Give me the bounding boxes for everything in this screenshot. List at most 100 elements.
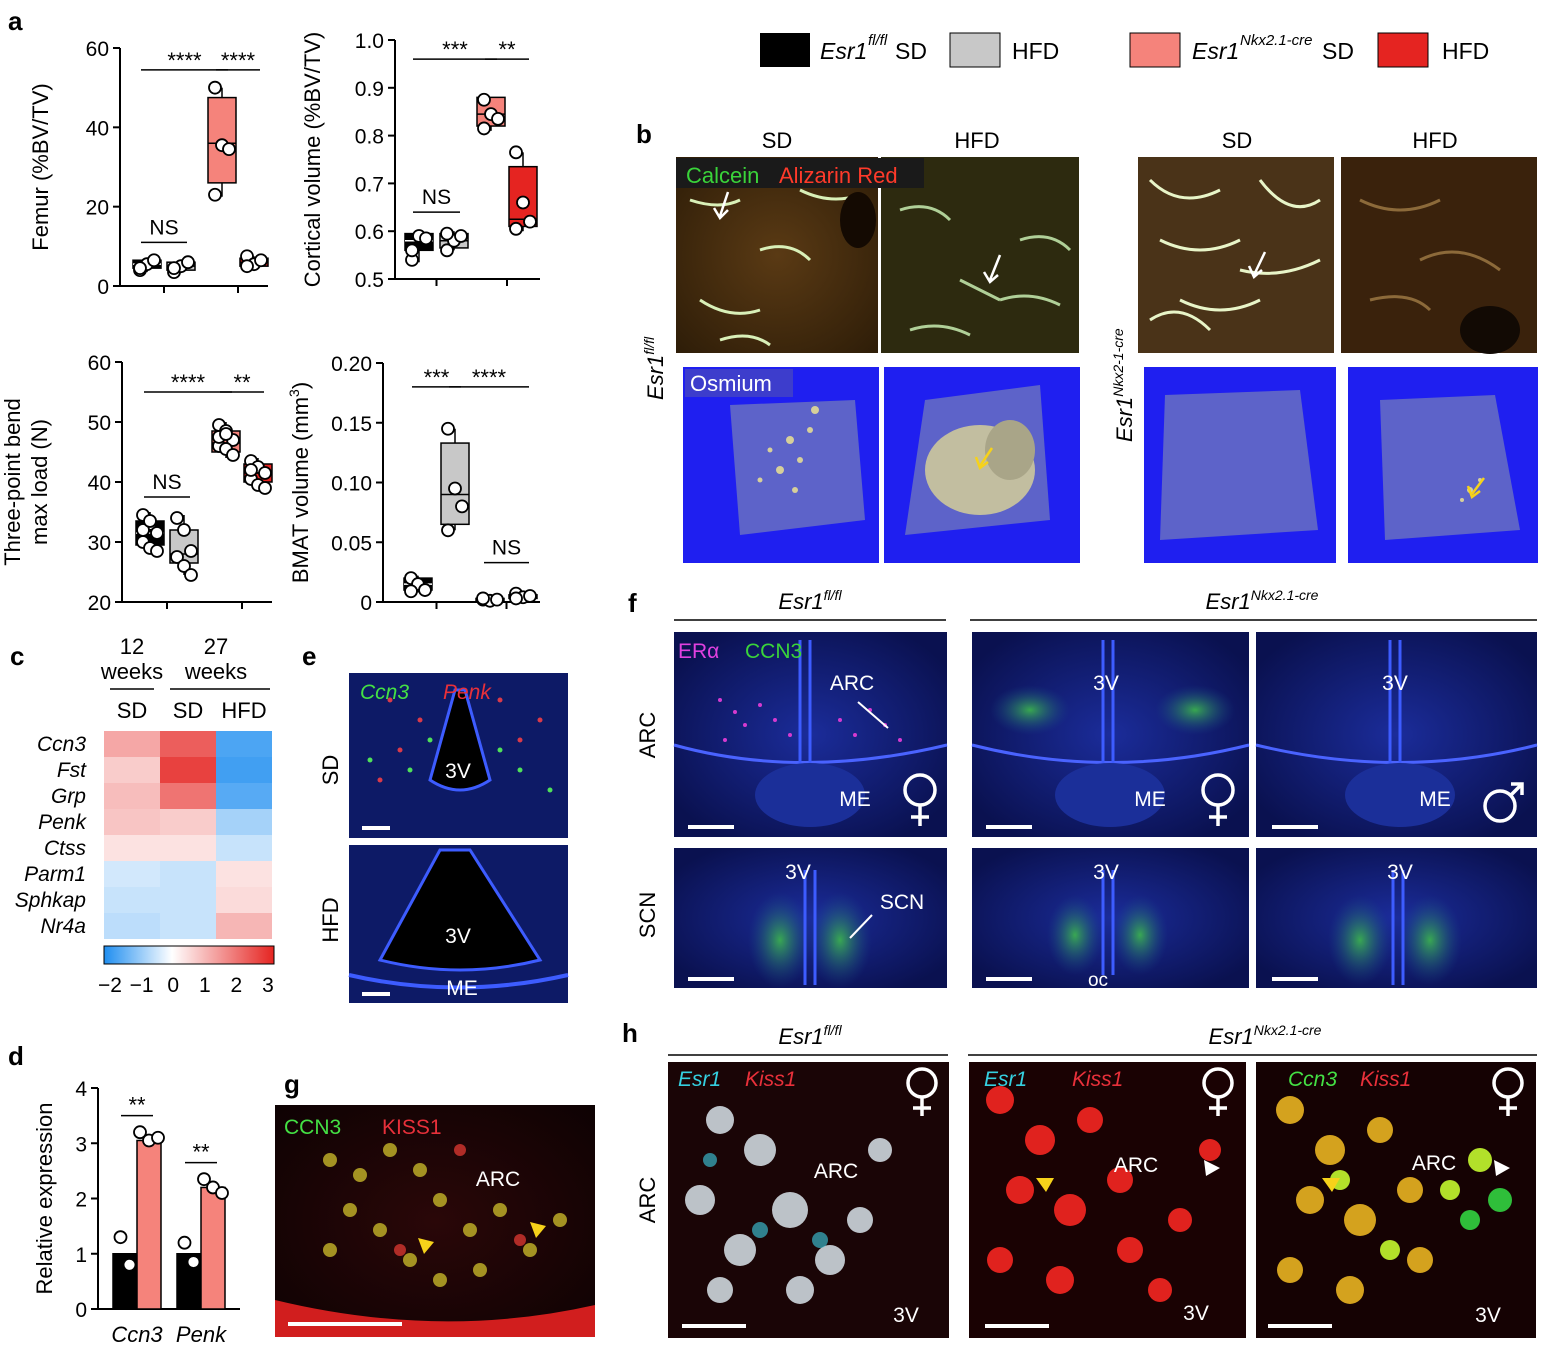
f-region-3v-1: 3V [1093,672,1119,695]
threepoint-data-point [177,523,191,537]
relexpr-data-point [151,1130,165,1145]
e-row-hfd: HFD [318,897,343,942]
e-label-3v-sd: 3V [445,760,471,783]
legend-label-fl-sd: SD [895,38,927,64]
h-region-3v-3: 3V [1475,1304,1501,1327]
b-calcein-fl-hfd [881,157,1079,353]
f-scalebar-4 [688,977,734,981]
female-icon-4 [1202,1067,1234,1116]
f-scalebar-5 [986,977,1032,981]
heatmap-cell [104,731,160,757]
heatmap-cell [160,731,216,757]
heatmap-cell [104,809,160,835]
heatmap-cell [216,731,272,757]
f-group-fl: Esr1fl/fl [778,587,842,614]
b-stain-alizarin: Alizarin Red [779,163,898,188]
g-arrowhead-icon-2 [530,1222,546,1238]
femur-data-point [133,261,147,276]
b-calcein-cre-hfd [1341,157,1537,354]
cortical-y-tick-label: 0.6 [355,221,384,244]
threepoint-y-tick-label: 30 [88,532,111,555]
threepoint-y-label-line: max load (N) [27,419,52,545]
cortical-data-point [440,243,454,258]
h-group-cre: Esr1Nkx2.1-cre [1209,1022,1322,1049]
f-scn-fl [674,848,947,988]
relexpr-y-label: Relative expression [32,1103,57,1295]
f-region-3v-5: 3V [1387,861,1413,884]
heatmap-colorbar-tick: 2 [231,974,243,997]
relexpr-sig-label: ** [192,1140,210,1165]
heatmap-cell [160,835,216,861]
heatmap-row-label: Penk [38,811,87,834]
heatmap-cell [104,861,160,887]
heatmap-cell [160,887,216,913]
femur-data-point [254,253,268,268]
panel-f: Esr1fl/fl Esr1Nkx2.1-cre ARC SCN ERα CCN… [635,587,1538,991]
f-scalebar-3 [1272,825,1318,829]
femur-data-point [181,255,195,270]
f-arc-fl [673,632,948,837]
f-arc-cre-female [971,632,1250,837]
heatmap-colorbar-tick: 1 [199,974,211,997]
threepoint-y-tick-label: 60 [88,352,111,375]
cortical-sig-label: ** [498,37,516,62]
g-region-arc: ARC [476,1168,520,1191]
b-calcein-fl-sd [676,157,878,353]
female-icon-5 [1492,1067,1524,1116]
f-region-me-3: ME [1419,788,1451,811]
e-label-penk: Penk [443,681,492,704]
h-region-arc-2: ARC [1114,1154,1158,1177]
relexpr-bar [136,1139,162,1310]
b-arrow-icon-3 [1247,251,1267,280]
b-col-header-3: SD [1222,128,1253,153]
chart-relexpr: 0 1 2 3 4 Relative expression Ccn3 Penk ** ** [32,1078,240,1347]
g-scalebar [288,1322,402,1326]
femur-y-label: Femur (%BV/TV) [28,83,53,250]
relexpr-y-tick-label: 3 [75,1133,87,1156]
legend-swatch-fl-hfd [949,32,1001,68]
femur-sig-label: **** [221,48,256,73]
f-scn-pointer [849,914,873,939]
h-label-kiss1-3: Kiss1 [1360,1068,1411,1091]
h-arrowhead-icon-4 [1494,1160,1510,1176]
femur-y-tick-label: 20 [86,197,109,220]
cortical-data-point [491,111,505,126]
threepoint-data-point [177,559,191,573]
b-osmium-label-bg [685,369,793,397]
panel-letter-f: f [628,588,637,618]
bmat-data-point [476,591,490,606]
bmat-y-label-main: BMAT volume (mm [288,397,313,583]
heatmap-cell [216,783,272,809]
b-calcein-cre-sd [1138,157,1334,353]
e-image-hfd [348,845,569,1003]
male-icon [1483,782,1524,823]
relexpr-y-tick-label: 4 [75,1078,87,1101]
heatmap-cell [160,861,216,887]
b-row-label-cre: Esr1Nkx2-1-cre [1110,328,1137,442]
panel-e: SD HFD Ccn3 Penk 3V 3V ME [318,673,569,1003]
heatmap-cell [160,913,216,939]
threepoint-data-point [219,427,233,441]
h-image-fl [668,1062,949,1338]
bmat-data-point [441,523,455,538]
h-image-cre-1 [969,1062,1246,1338]
cortical-data-point [516,195,530,210]
h-label-esr1-2: Esr1 [984,1068,1027,1091]
cortical-data-point [477,92,491,107]
threepoint-sig-label: NS [152,471,181,494]
bmat-y-label: BMAT volume (mm3) [286,382,313,583]
f-scalebar-1 [688,825,734,829]
panel-letter-c: c [10,641,24,671]
panel-letter-b: b [636,119,652,149]
e-row-sd: SD [318,755,343,786]
f-region-3v-2: 3V [1382,672,1408,695]
heatmap-cell [160,809,216,835]
panel-b: SD HFD SD HFD Esr1fl/fl Esr1Nkx2-1-cre C… [641,128,1538,563]
heatmap-cell [160,783,216,809]
cortical-data-point [523,214,537,229]
h-label-esr1-1: Esr1 [678,1068,721,1091]
femur-data-point [222,142,236,157]
chart-threepoint: 20 30 40 50 60 Three-point bendmax load (N) **… [0,352,273,615]
